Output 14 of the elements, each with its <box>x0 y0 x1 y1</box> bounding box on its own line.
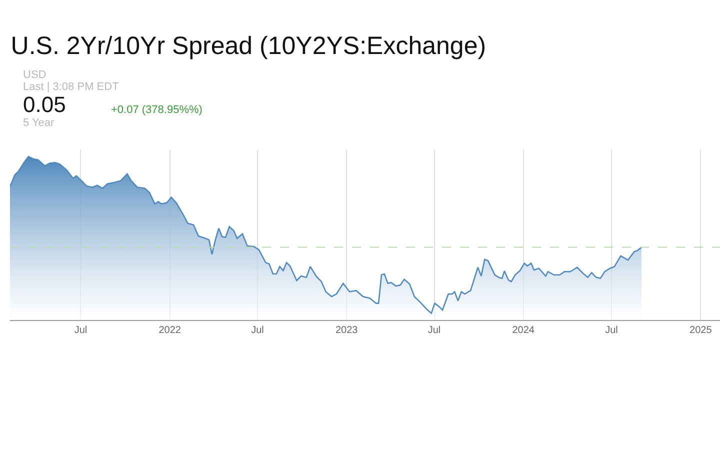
text: 0.05 <box>23 92 66 117</box>
text: +0.07 (378.95%%) <box>111 104 202 116</box>
x-tick-label: Jul <box>605 325 618 336</box>
x-tick-label: 2023 <box>335 325 358 336</box>
x-tick-label: 2022 <box>158 325 182 336</box>
x-tick-label: Jul <box>74 325 88 336</box>
text: Last | 3:08 PM EDT <box>23 81 120 93</box>
text: USD <box>23 69 46 81</box>
x-tick-label: Jul <box>251 325 264 336</box>
x-tick-label: Jul <box>428 325 441 336</box>
chart-title: U.S. 2Yr/10Yr Spread (10Y2YS:Exchange) <box>10 32 486 60</box>
x-tick-label: 2025 <box>690 325 712 336</box>
x-tick-label: 2024 <box>512 325 535 336</box>
text: 5 Year <box>23 117 55 129</box>
